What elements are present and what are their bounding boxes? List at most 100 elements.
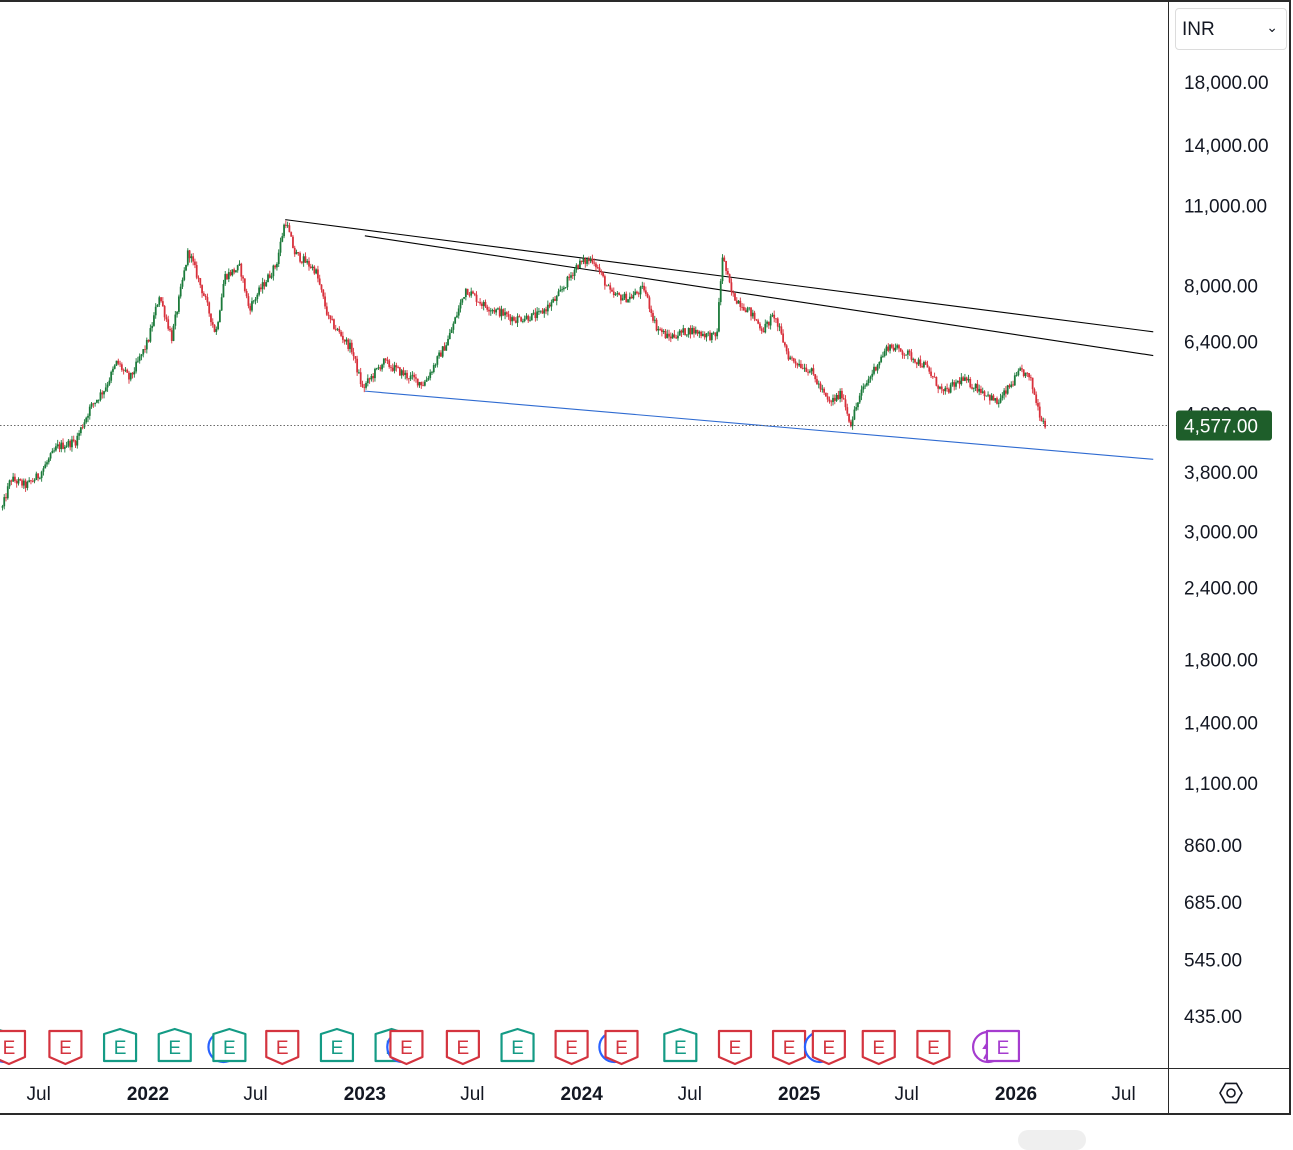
event-marker-e[interactable]: E: [157, 1027, 192, 1063]
event-marker-e[interactable]: E: [916, 1029, 951, 1066]
candle-body: [363, 386, 366, 388]
event-marker-e[interactable]: E: [604, 1029, 639, 1066]
candle-body: [259, 287, 262, 290]
event-marker-e[interactable]: E: [212, 1027, 247, 1063]
price-chart[interactable]: EDEEEEDEEEEDEEEEDEEEEDEEEE 18,000.0014,0…: [0, 0, 1293, 1117]
candle-body: [739, 300, 742, 307]
event-marker-e[interactable]: E: [102, 1027, 138, 1063]
candle-body: [268, 274, 271, 278]
candle-body: [386, 360, 389, 362]
candle-body: [354, 356, 357, 359]
candle-body: [258, 287, 260, 295]
event-marker-e[interactable]: E: [389, 1029, 424, 1066]
event-marker-e[interactable]: E: [265, 1029, 300, 1066]
candle-body: [35, 473, 38, 480]
candle-body: [1003, 390, 1006, 396]
candle-body: [514, 320, 517, 323]
earnings-marker-shape: [102, 1027, 138, 1063]
candle-body: [664, 331, 667, 339]
candle-body: [445, 345, 448, 351]
candle-body: [103, 391, 105, 395]
event-marker-e[interactable]: E: [500, 1027, 535, 1063]
candle-body: [272, 265, 275, 277]
earnings-marker-label: E: [674, 1038, 687, 1059]
y-tick-label: 1,800.00: [1184, 651, 1258, 672]
candle-body: [832, 397, 834, 403]
event-marker-e[interactable]: E: [811, 1029, 846, 1066]
events-layer: EDEEEEDEEEEDEEEEDEEEEDEEEE: [0, 1027, 1021, 1066]
candle-body: [798, 363, 801, 366]
candle-body: [562, 287, 565, 290]
candle-body: [129, 372, 132, 380]
scroll-pill[interactable]: [1018, 1130, 1086, 1150]
candle-body: [254, 299, 257, 301]
candle-body: [791, 357, 793, 359]
event-marker-e[interactable]: E: [445, 1029, 480, 1066]
gear-icon[interactable]: [1219, 1082, 1243, 1104]
candle-body: [942, 389, 945, 392]
event-marker-e[interactable]: E: [0, 1029, 27, 1066]
y-tick-label: 18,000.00: [1184, 73, 1269, 94]
candle-body: [395, 365, 398, 368]
candle-body: [177, 296, 180, 312]
candle-body: [685, 334, 688, 336]
last-price-value: 4,577.00: [1184, 417, 1258, 438]
candle-body: [186, 250, 189, 265]
candle-body: [978, 388, 981, 392]
event-marker-e[interactable]: E: [717, 1029, 753, 1066]
trendline-black[interactable]: [364, 235, 1154, 357]
event-marker-e[interactable]: E: [861, 1029, 896, 1066]
x-tick-label: Jul: [895, 1084, 919, 1105]
candle-body: [903, 354, 906, 356]
candle-body: [823, 388, 826, 393]
candle-body: [224, 274, 227, 285]
candle-body: [195, 265, 198, 278]
candle-body: [669, 336, 672, 339]
y-tick-label: 2,400.00: [1184, 579, 1258, 600]
candle-body: [871, 373, 874, 377]
candle-body: [1012, 384, 1014, 386]
candle-body: [49, 453, 52, 459]
candle-body: [384, 358, 387, 361]
candle-body: [935, 377, 938, 386]
event-marker-e[interactable]: E: [771, 1029, 807, 1066]
candle-body: [88, 406, 91, 416]
candle-body: [153, 315, 155, 326]
earnings-marker-label: E: [729, 1038, 742, 1059]
x-tick-label: 2026: [995, 1084, 1037, 1105]
candle-body: [726, 270, 729, 275]
event-marker-e[interactable]: E: [554, 1029, 589, 1066]
candle-body: [842, 398, 845, 400]
candle-body: [211, 322, 214, 325]
candle-body: [368, 378, 371, 380]
trendline-black[interactable]: [285, 219, 1154, 333]
candle-body: [924, 362, 927, 365]
candle-body: [147, 339, 150, 342]
event-marker-e[interactable]: E: [48, 1029, 83, 1066]
event-marker-e[interactable]: E: [663, 1027, 698, 1063]
trendline-blue[interactable]: [364, 390, 1154, 460]
candle-body: [657, 328, 660, 331]
candle-body: [794, 361, 797, 364]
event-marker-e[interactable]: E: [319, 1027, 355, 1063]
candle-body: [698, 331, 701, 334]
candle-body: [145, 339, 148, 350]
candle-body: [869, 376, 872, 379]
candle-body: [126, 369, 129, 373]
x-tick-label: Jul: [1111, 1084, 1135, 1105]
candle-body: [846, 407, 849, 414]
candle-body: [532, 312, 535, 314]
earnings-marker-label: E: [168, 1038, 181, 1059]
candle-body: [593, 262, 596, 264]
event-marker-e[interactable]: E: [985, 1029, 1021, 1063]
candle-body: [817, 383, 820, 385]
candle-body: [584, 258, 587, 264]
candle-body: [755, 319, 758, 321]
currency-select[interactable]: INR ⌄: [1175, 8, 1287, 50]
candle-body: [404, 372, 407, 376]
candle-body: [347, 339, 350, 350]
candle-body: [538, 311, 540, 313]
candle-body: [554, 298, 556, 301]
candle-body: [953, 382, 956, 387]
candle-body: [489, 310, 492, 312]
